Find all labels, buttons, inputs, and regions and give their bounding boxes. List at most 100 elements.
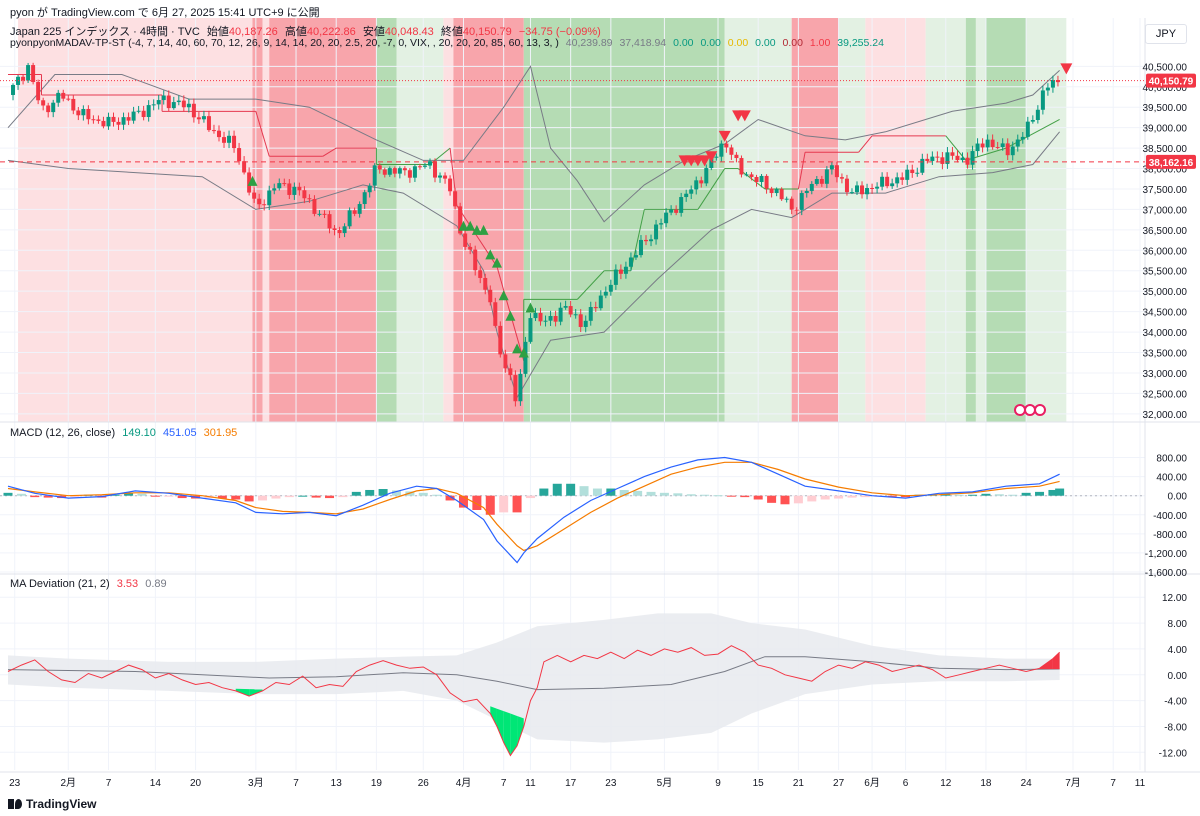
sell-signal-marker-7: [738, 110, 751, 122]
macd-histogram-bar-44: [592, 488, 602, 496]
macd-histogram-bar-75: [1008, 494, 1018, 496]
candle-body: [463, 233, 468, 247]
candle-body: [76, 110, 81, 116]
candle-body: [412, 166, 417, 178]
candle-body: [478, 270, 483, 278]
candle-body: [498, 325, 503, 355]
macd-histogram-bar-79: [1055, 488, 1065, 496]
shaded-region-6: [443, 18, 454, 422]
macd-value-signal: 301.95: [203, 427, 238, 439]
macd-histogram-bar-23: [311, 495, 321, 498]
macd-histogram-bar-28: [378, 489, 388, 496]
sell-signal-marker-4: [705, 151, 718, 163]
indicator-value-9: 39,255.24: [837, 37, 884, 49]
candle-body: [302, 190, 307, 199]
tradingview-brand[interactable]: TradingView: [8, 797, 96, 811]
shaded-region-3: [269, 18, 377, 422]
shaded-region-10: [791, 18, 839, 422]
trailing-stop-segment: [576, 270, 605, 300]
time-axis-tick-17: 15: [753, 778, 765, 789]
macd-histogram-bar-42: [566, 483, 576, 496]
candle-body: [1035, 109, 1040, 120]
candle-body: [834, 165, 839, 178]
macd-name[interactable]: MACD (12, 26, close): [10, 427, 116, 439]
candle-body: [146, 105, 151, 118]
candle-body: [578, 314, 583, 327]
candle-body: [101, 120, 106, 127]
candle-body: [975, 143, 980, 152]
time-axis-tick-23: 18: [980, 778, 992, 789]
close-label: 終値: [440, 26, 463, 38]
candle-body: [955, 155, 960, 161]
candle-body: [111, 116, 116, 122]
candle-body: [628, 257, 633, 267]
candle-body: [814, 179, 819, 184]
candle-body: [508, 368, 513, 376]
open-label: 始値: [206, 26, 229, 38]
shaded-region-2: [262, 18, 270, 422]
candle-body: [367, 185, 372, 193]
indicator-name[interactable]: pyonpyonMADAV-TP-ST (-4, 7, 14, 40, 60, …: [10, 37, 559, 49]
deviation-legend: MA Deviation (21, 2) 3.53 0.89: [10, 578, 171, 590]
candle-body: [422, 165, 427, 167]
candle-body: [488, 289, 493, 303]
indicator-value-7: 0.00: [782, 37, 803, 49]
candle-body: [1055, 80, 1060, 83]
candle-body: [61, 92, 66, 99]
candle-body: [443, 175, 448, 179]
candle-body: [1005, 143, 1010, 156]
candle-body: [1020, 136, 1025, 140]
macd-value-hist: 149.10: [122, 427, 156, 439]
candle-body: [754, 176, 759, 183]
candle-body: [513, 375, 518, 402]
indicator-value-3: 0.00: [673, 37, 694, 49]
deviation-name[interactable]: MA Deviation (21, 2): [10, 578, 110, 590]
currency-button[interactable]: JPY: [1145, 24, 1187, 44]
candle-body: [548, 316, 553, 321]
candle-body: [448, 178, 453, 192]
deviation-axis-tick-2: 4.00: [1168, 645, 1188, 656]
candle-body: [1015, 139, 1020, 147]
macd-histogram-bar-35: [472, 495, 482, 510]
time-axis-tick-27: 11: [1135, 778, 1146, 789]
price-axis-tick-4: 34,000.00: [1143, 328, 1188, 339]
time-axis-tick-24: 24: [1021, 778, 1033, 789]
buy-signal-marker-7: [498, 290, 509, 301]
candle-body: [402, 168, 407, 171]
price-axis-tick-1: 32,500.00: [1143, 389, 1188, 400]
candle-body: [518, 373, 523, 402]
candle-body: [237, 148, 242, 162]
candle-body: [71, 98, 76, 111]
time-axis-tick-19: 27: [833, 778, 845, 789]
candle-body: [473, 249, 478, 271]
candle-body: [638, 239, 643, 256]
deviation-pane: [7, 613, 1060, 757]
high-label: 高値: [284, 26, 307, 38]
macd-histogram-bar-27: [365, 489, 375, 496]
macd-histogram-bar-40: [539, 488, 549, 496]
candle-body: [1025, 121, 1030, 137]
candle-body: [895, 177, 900, 184]
price-axis-tick-7: 35,500.00: [1143, 267, 1188, 278]
macd-histogram-bar-37: [499, 495, 509, 513]
candle-body: [749, 174, 754, 177]
candle-body: [950, 152, 955, 156]
macd-histogram-bar-5: [70, 495, 80, 498]
candle-body: [211, 130, 216, 132]
low-label: 安値: [362, 26, 385, 38]
candle-body: [804, 190, 809, 194]
macd-histogram-bar-29: [391, 490, 401, 496]
symbol-name[interactable]: Japan 225 インデックス · 4時間 · TVC: [10, 26, 200, 38]
macd-histogram-bar-21: [284, 495, 294, 498]
deviation-axis-tick-6: -12.00: [1159, 748, 1188, 759]
candle-body: [839, 177, 844, 179]
time-axis-tick-26: 7: [1110, 778, 1116, 789]
candle-body: [126, 117, 131, 121]
candle-body: [679, 197, 684, 213]
candle-body: [176, 100, 181, 103]
macd-histogram-bar-26: [351, 491, 361, 496]
indicator-value-4: 0.00: [700, 37, 721, 49]
macd-histogram-bar-20: [271, 495, 281, 499]
macd-axis-tick-0: 800.00: [1156, 454, 1187, 465]
